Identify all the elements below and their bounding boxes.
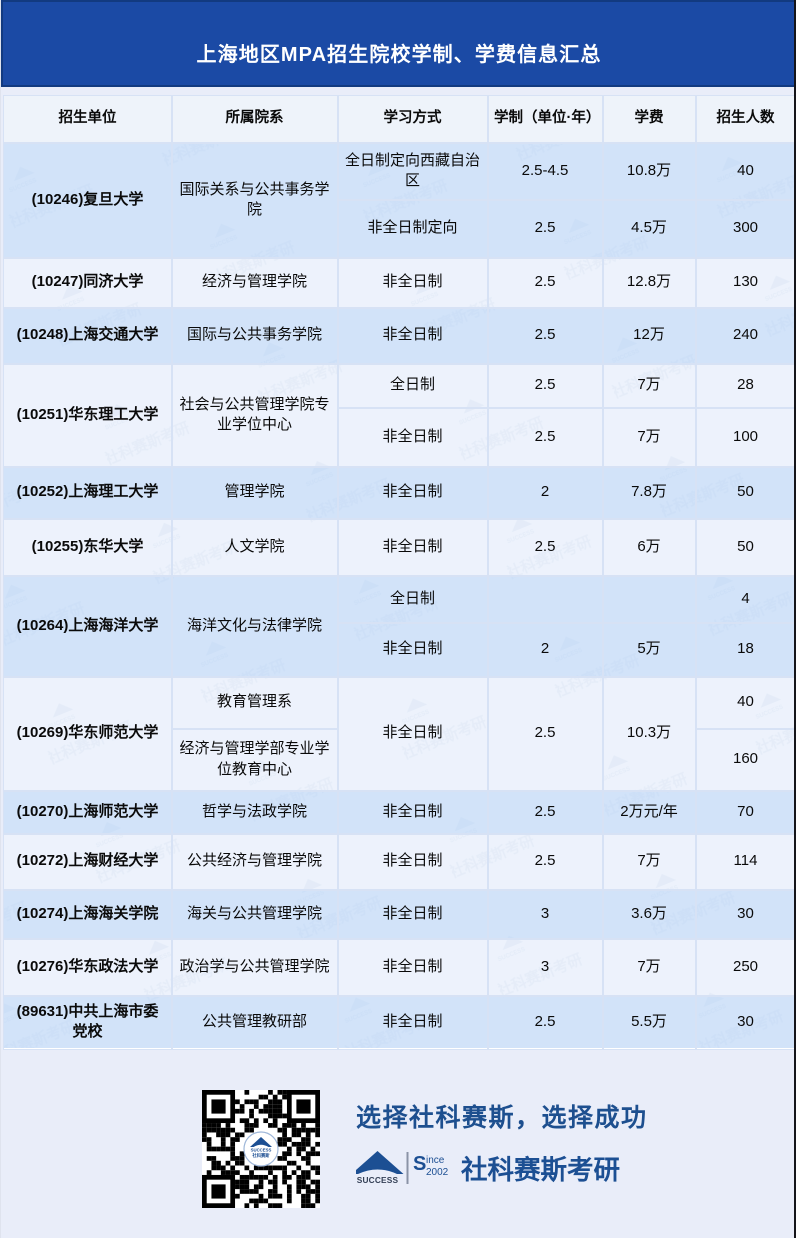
svg-text:SUCCESS: SUCCESS [357, 1175, 399, 1185]
svg-text:社科赛斯考研: 社科赛斯考研 [461, 1155, 620, 1185]
svg-text:S: S [413, 1153, 426, 1175]
svg-text:社科赛斯: 社科赛斯 [251, 1152, 270, 1159]
svg-text:SUCCESS: SUCCESS [251, 1148, 272, 1153]
svg-text:2002: 2002 [426, 1167, 449, 1178]
svg-text:ince: ince [426, 1155, 445, 1166]
